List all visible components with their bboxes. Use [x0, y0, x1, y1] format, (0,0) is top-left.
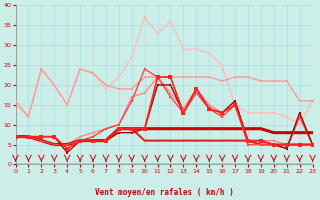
- X-axis label: Vent moyen/en rafales ( km/h ): Vent moyen/en rafales ( km/h ): [95, 188, 233, 197]
